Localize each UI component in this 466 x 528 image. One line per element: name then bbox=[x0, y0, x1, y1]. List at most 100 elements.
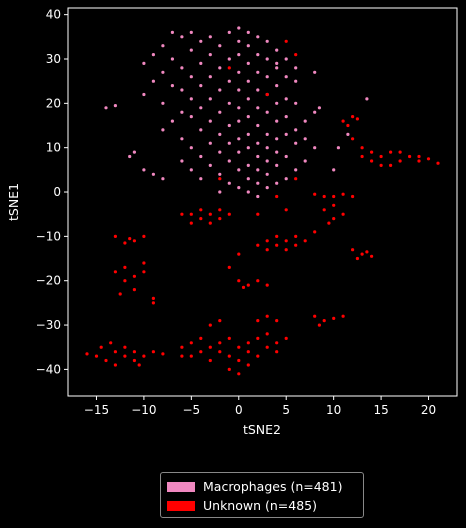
unknown-point-90 bbox=[246, 283, 250, 287]
unknown-point-78 bbox=[275, 234, 279, 238]
macrophage-point-118 bbox=[218, 190, 222, 194]
legend-label-macrophages: Macrophages (n=481) bbox=[203, 479, 343, 494]
macrophage-point-9 bbox=[218, 44, 222, 48]
macrophage-point-53 bbox=[275, 101, 279, 105]
macrophage-point-104 bbox=[189, 168, 193, 172]
macrophage-point-34 bbox=[284, 75, 288, 79]
macrophage-point-121 bbox=[104, 106, 108, 110]
macrophage-point-124 bbox=[132, 150, 136, 154]
x-tick-label: 15 bbox=[373, 403, 388, 417]
macrophage-point-128 bbox=[365, 97, 369, 101]
y-tick-label: −30 bbox=[36, 318, 61, 332]
unknown-point-50 bbox=[317, 323, 321, 327]
unknown-point-33 bbox=[265, 332, 269, 336]
unknown-point-133 bbox=[294, 177, 298, 181]
macrophage-point-1 bbox=[246, 30, 250, 34]
macrophage-point-98 bbox=[227, 159, 231, 163]
x-tick-label: 5 bbox=[282, 403, 290, 417]
macrophage-point-0 bbox=[227, 30, 231, 34]
macrophage-point-106 bbox=[256, 168, 260, 172]
unknown-point-122 bbox=[360, 154, 364, 159]
macrophage-point-75 bbox=[218, 132, 222, 136]
unknown-point-93 bbox=[241, 285, 246, 289]
macrophage-point-6 bbox=[237, 39, 241, 43]
x-tick-label: −5 bbox=[182, 403, 200, 417]
unknown-point-68 bbox=[199, 208, 203, 212]
unknown-point-39 bbox=[246, 363, 250, 367]
unknown-point-44 bbox=[275, 319, 279, 323]
unknown-point-108 bbox=[355, 256, 359, 261]
unknown-point-8 bbox=[132, 358, 136, 363]
unknown-point-6 bbox=[123, 354, 127, 358]
unknown-point-110 bbox=[360, 146, 364, 150]
unknown-point-128 bbox=[355, 117, 359, 121]
macrophage-point-31 bbox=[189, 75, 193, 79]
macrophage-point-39 bbox=[199, 84, 203, 88]
unknown-point-26 bbox=[237, 345, 241, 349]
unknown-point-117 bbox=[426, 157, 431, 161]
macrophage-point-32 bbox=[208, 75, 212, 79]
unknown-point-5 bbox=[123, 345, 127, 349]
unknown-point-69 bbox=[208, 212, 212, 216]
macrophage-point-3 bbox=[256, 35, 260, 39]
unknown-point-116 bbox=[417, 159, 421, 163]
macrophage-point-21 bbox=[142, 61, 146, 65]
macrophage-point-65 bbox=[170, 119, 174, 123]
macrophage-point-130 bbox=[336, 146, 340, 150]
unknown-point-54 bbox=[132, 274, 136, 278]
macrophage-point-30 bbox=[256, 70, 260, 74]
unknown-point-12 bbox=[109, 341, 113, 345]
unknown-point-136 bbox=[218, 177, 222, 181]
macrophage-point-56 bbox=[237, 106, 241, 110]
macrophage-point-35 bbox=[151, 79, 155, 83]
macrophage-point-23 bbox=[246, 61, 250, 65]
legend: Macrophages (n=481) Unknown (n=485) bbox=[160, 472, 364, 518]
y-tick-label: 30 bbox=[46, 52, 61, 66]
unknown-point-131 bbox=[265, 92, 269, 97]
plot-area bbox=[67, 7, 458, 397]
macrophage-point-60 bbox=[265, 110, 269, 114]
unknown-point-72 bbox=[227, 212, 231, 216]
macrophage-point-87 bbox=[189, 146, 193, 150]
macrophage-point-127 bbox=[161, 177, 165, 181]
unknown-point-52 bbox=[123, 265, 127, 269]
macrophage-point-33 bbox=[265, 75, 269, 79]
macrophage-point-116 bbox=[237, 186, 241, 190]
x-tick-label: 0 bbox=[235, 403, 243, 417]
macrophage-point-22 bbox=[199, 61, 203, 65]
unknown-point-10 bbox=[151, 350, 155, 354]
unknown-point-104 bbox=[351, 248, 355, 252]
macrophage-point-109 bbox=[265, 172, 269, 176]
y-axis-label: tSNE1 bbox=[6, 183, 21, 221]
unknown-point-46 bbox=[313, 314, 317, 318]
macrophage-point-61 bbox=[313, 110, 317, 114]
macrophage-point-134 bbox=[189, 30, 193, 34]
unknown-point-121 bbox=[389, 163, 393, 167]
unknown-point-137 bbox=[256, 212, 260, 216]
unknown-point-24 bbox=[227, 336, 231, 340]
unknown-point-79 bbox=[284, 239, 288, 243]
y-tick-label: −10 bbox=[36, 229, 61, 243]
unknown-point-57 bbox=[142, 261, 146, 265]
unknown-point-61 bbox=[128, 237, 132, 241]
unknown-point-80 bbox=[284, 248, 288, 252]
macrophage-point-38 bbox=[170, 84, 174, 88]
unknown-point-14 bbox=[137, 363, 141, 367]
unknown-point-126 bbox=[351, 115, 355, 119]
y-tick-label: 10 bbox=[46, 141, 61, 155]
macrophage-point-133 bbox=[170, 30, 174, 34]
unknown-point-77 bbox=[275, 243, 279, 247]
macrophage-point-37 bbox=[246, 79, 250, 83]
macrophage-point-88 bbox=[246, 146, 250, 150]
legend-item-unknown: Unknown (n=485) bbox=[167, 496, 357, 515]
unknown-point-127 bbox=[346, 123, 350, 128]
unknown-point-85 bbox=[256, 243, 260, 247]
y-tick-label: 40 bbox=[46, 8, 61, 22]
macrophage-point-50 bbox=[284, 97, 288, 101]
unknown-point-21 bbox=[208, 358, 212, 363]
macrophage-point-45 bbox=[142, 92, 146, 97]
unknown-point-75 bbox=[180, 212, 184, 216]
unknown-point-107 bbox=[365, 250, 369, 254]
macrophage-point-111 bbox=[246, 177, 250, 181]
macrophage-point-71 bbox=[256, 123, 260, 128]
